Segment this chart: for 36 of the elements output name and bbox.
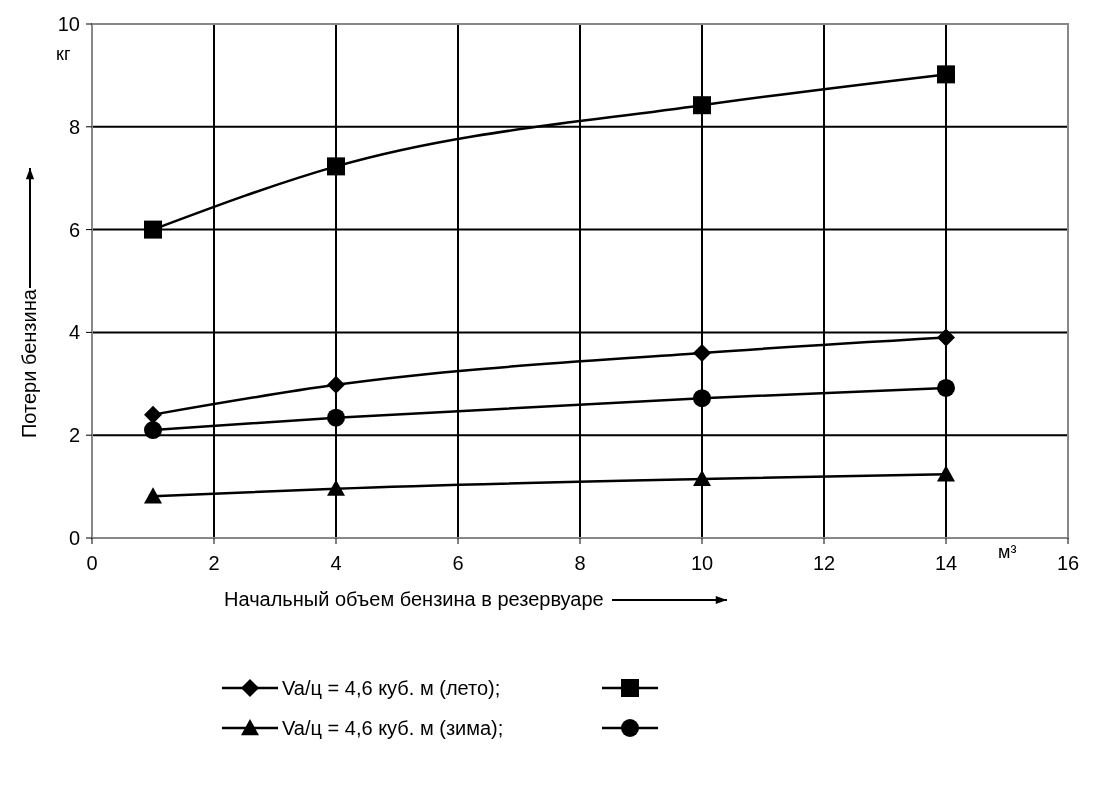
point (693, 343, 711, 362)
point (937, 328, 955, 347)
point (327, 157, 345, 176)
y-tick-label: 4 (68, 321, 80, 344)
legend-label: Va/ц = 4,6 куб. м (лето); (282, 677, 501, 699)
x-tick-label: 4 (330, 552, 342, 574)
x-tick-label: 6 (452, 552, 464, 574)
point (327, 408, 345, 427)
point (693, 389, 711, 408)
x-tick-label: 8 (574, 552, 586, 574)
point (693, 96, 711, 115)
legend-label: Va/ц = 4,6 куб. м (зима); (282, 717, 504, 739)
y-tick-label: 8 (68, 115, 80, 138)
x-tick-label: 16 (1056, 552, 1080, 574)
x-tick-label: 10 (690, 552, 714, 574)
point (144, 421, 162, 440)
y-tick-label: 2 (68, 424, 80, 447)
point (327, 479, 345, 496)
y-tick-label: 6 (68, 218, 80, 241)
point (144, 487, 162, 504)
point (937, 465, 955, 482)
y-axis-title: Потери бензина (18, 288, 40, 438)
y-tick-label: 10 (57, 13, 80, 35)
x-tick-label: 12 (812, 552, 836, 574)
point (937, 65, 955, 84)
text: м³ (998, 542, 1017, 562)
text: кг (56, 44, 71, 64)
x-tick-label: 2 (208, 552, 220, 574)
point (144, 220, 162, 239)
y-tick-label: 0 (68, 527, 80, 549)
point (327, 375, 345, 394)
point (144, 405, 162, 424)
x-axis-title: Начальный объем бензина в резервуаре (224, 588, 604, 610)
x-tick-label: 0 (86, 552, 98, 574)
point (937, 378, 955, 397)
x-tick-label: 14 (934, 552, 958, 574)
